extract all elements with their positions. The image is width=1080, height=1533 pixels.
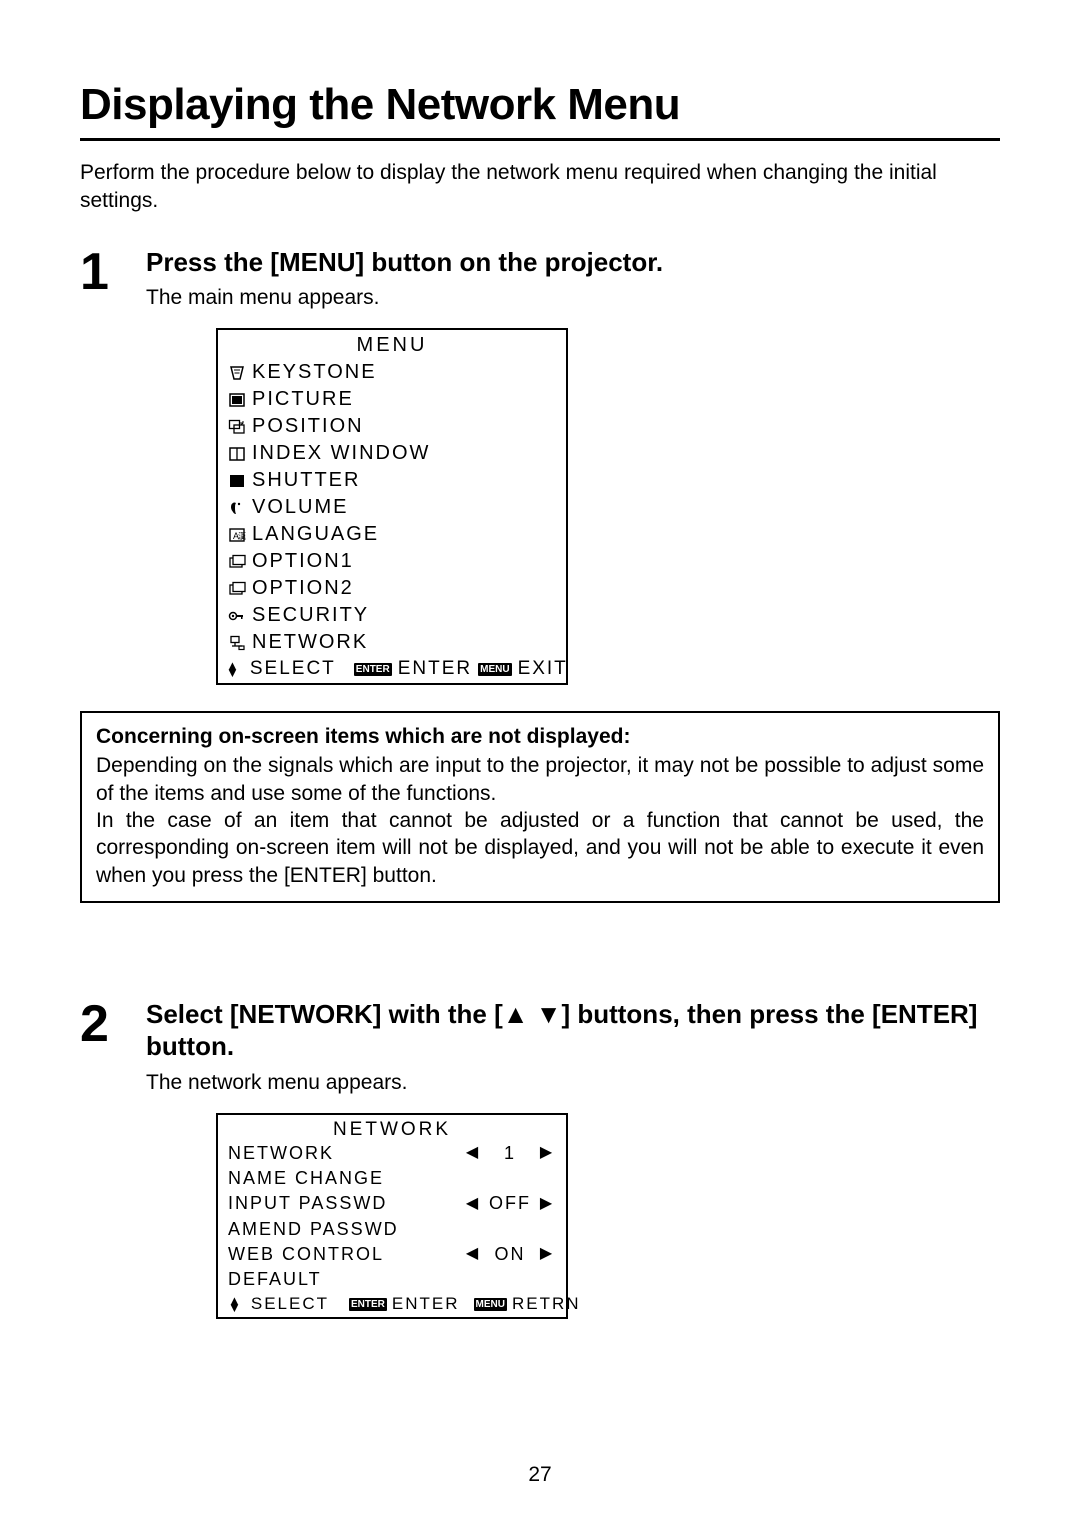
menu-item-label: OPTION1 [252, 548, 354, 575]
menu-item: NETWORK [226, 629, 558, 656]
menu-item: OPTION1 [226, 548, 558, 575]
left-arrow-icon: ◀ [464, 1193, 482, 1215]
enter-badge-icon: ENTER [354, 663, 392, 676]
footer-select: SELECT [251, 1294, 329, 1314]
menu-item-label: PICTURE [252, 386, 354, 413]
menu-item: INDEX WINDOW [226, 440, 558, 467]
footer-retrn: RETRN [512, 1294, 581, 1314]
network-row: NAME CHANGE [228, 1166, 556, 1191]
menu-item: SECURITY [226, 602, 558, 629]
menu-item-label: LANGUAGE [252, 521, 379, 548]
network-row: WEB CONTROL◀ON▶ [228, 1242, 556, 1267]
left-arrow-icon: ◀ [464, 1142, 482, 1164]
network-row-label: AMEND PASSWD [228, 1217, 556, 1242]
menu-item-label: POSITION [252, 413, 364, 440]
network-row-value: 1 [482, 1141, 538, 1166]
step-2-number: 2 [80, 998, 140, 1319]
note-p2: In the case of an item that cannot be ad… [96, 807, 984, 889]
position-icon [226, 419, 248, 435]
network-row-value: ON [482, 1242, 538, 1267]
shutter-icon [226, 473, 248, 489]
note-p1: Depending on the signals which are input… [96, 752, 984, 807]
svg-text:漢: 漢 [238, 531, 246, 541]
language-icon: A漢 [226, 527, 248, 543]
menu-item: SHUTTER [226, 467, 558, 494]
note-heading: Concerning on-screen items which are not… [96, 723, 984, 750]
enter-badge-icon: ENTER [349, 1298, 387, 1311]
step-1-sub: The main menu appears. [146, 286, 1000, 310]
step-1-number: 1 [80, 246, 140, 686]
footer-select: SELECT [250, 658, 336, 680]
security-icon [226, 608, 248, 624]
menu-item: KEYSTONE [226, 359, 558, 386]
main-menu-title: MENU [226, 334, 558, 357]
menu-item-label: OPTION2 [252, 575, 354, 602]
right-arrow-icon: ▶ [538, 1142, 556, 1164]
footer-enter: ENTER [392, 1294, 460, 1314]
step-2-heading: Select [NETWORK] with the [▲ ▼] buttons,… [146, 998, 1000, 1063]
network-row-label: NETWORK [228, 1141, 464, 1166]
network-menu-title: NETWORK [228, 1119, 556, 1141]
note-box: Concerning on-screen items which are not… [80, 711, 1000, 903]
step-2-sub: The network menu appears. [146, 1071, 1000, 1095]
menu-item-label: NETWORK [252, 629, 368, 656]
right-arrow-icon: ▶ [538, 1193, 556, 1215]
network-row-label: NAME CHANGE [228, 1166, 556, 1191]
option2-icon [226, 581, 248, 597]
menu-item-label: VOLUME [252, 494, 348, 521]
step-1-heading: Press the [MENU] button on the projector… [146, 246, 1000, 279]
menu-item: POSITION [226, 413, 558, 440]
index-icon [226, 446, 248, 462]
page-number: 27 [0, 1463, 1080, 1487]
network-row: AMEND PASSWD [228, 1217, 556, 1242]
main-menu-box: MENU KEYSTONEPICTUREPOSITIONINDEX WINDOW… [216, 328, 568, 685]
network-row: DEFAULT [228, 1267, 556, 1292]
step-2: 2 Select [NETWORK] with the [▲ ▼] button… [80, 998, 1000, 1319]
menu-item-label: SHUTTER [252, 467, 360, 494]
menu-item: VOLUME [226, 494, 558, 521]
network-menu-box: NETWORK NETWORK◀1▶NAME CHANGEINPUT PASSW… [216, 1113, 568, 1319]
footer-exit: EXIT [518, 658, 568, 680]
network-row-label: DEFAULT [228, 1267, 556, 1292]
step-1: 1 Press the [MENU] button on the project… [80, 246, 1000, 686]
menu-item-label: KEYSTONE [252, 359, 377, 386]
footer-enter: ENTER [398, 658, 472, 680]
updown-icon: ▲▼ [228, 1297, 243, 1311]
main-menu-footer: ▲▼ SELECT ENTER ENTER MENU EXIT [226, 658, 558, 680]
menu-item-label: SECURITY [252, 602, 369, 629]
keystone-icon [226, 365, 248, 381]
updown-icon: ▲▼ [226, 662, 241, 676]
picture-icon [226, 392, 248, 408]
network-row: NETWORK◀1▶ [228, 1141, 556, 1166]
network-menu-footer: ▲▼ SELECT ENTER ENTER MENU RETRN [228, 1294, 556, 1314]
option1-icon [226, 554, 248, 570]
menu-badge-icon: MENU [474, 1298, 507, 1311]
network-icon [226, 635, 248, 651]
menu-item: A漢LANGUAGE [226, 521, 558, 548]
menu-item: PICTURE [226, 386, 558, 413]
network-row: INPUT PASSWD◀OFF▶ [228, 1191, 556, 1216]
menu-item: OPTION2 [226, 575, 558, 602]
volume-icon [226, 500, 248, 516]
menu-item-label: INDEX WINDOW [252, 440, 430, 467]
menu-badge-icon: MENU [478, 663, 511, 676]
network-row-label: INPUT PASSWD [228, 1191, 464, 1216]
left-arrow-icon: ◀ [464, 1243, 482, 1265]
intro-text: Perform the procedure below to display t… [80, 159, 1000, 216]
network-row-label: WEB CONTROL [228, 1242, 464, 1267]
network-row-value: OFF [482, 1191, 538, 1216]
page-title: Displaying the Network Menu [80, 80, 1000, 141]
right-arrow-icon: ▶ [538, 1243, 556, 1265]
